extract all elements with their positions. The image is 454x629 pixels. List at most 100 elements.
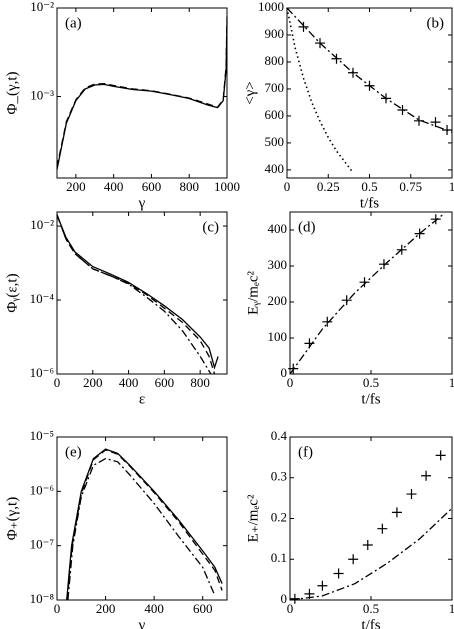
y-tick-label: 10⁻⁸ xyxy=(30,591,55,606)
y-tick-label: 400 xyxy=(268,221,288,236)
x-tick-label: 1 xyxy=(449,179,454,194)
y-axis-label: E₊/mₑc² xyxy=(245,494,261,542)
plus-marker xyxy=(378,259,389,270)
x-tick-label: 0.5 xyxy=(361,179,377,194)
x-tick-label: 400 xyxy=(144,601,164,616)
x-axis-label: ε xyxy=(139,391,145,407)
x-tick-label: 0 xyxy=(284,179,291,194)
x-tick-label: 0 xyxy=(287,601,294,616)
panel-label: (a) xyxy=(65,15,82,31)
plus-marker xyxy=(430,117,441,128)
y-tick-label: 700 xyxy=(265,80,285,95)
x-tick-label: 1 xyxy=(449,601,454,616)
y-tick-label: 0.3 xyxy=(271,469,287,484)
x-tick-label: 0.25 xyxy=(317,179,340,194)
curve xyxy=(289,213,445,375)
y-tick-label: 10⁻³ xyxy=(30,87,54,102)
curve xyxy=(66,449,223,601)
x-tick-label: 400 xyxy=(119,375,139,390)
y-axis-label: Φ_(γ,t) xyxy=(4,71,20,114)
curve xyxy=(286,7,453,133)
curve xyxy=(289,507,453,601)
axes-frame xyxy=(289,211,453,375)
x-tick-label: 200 xyxy=(66,179,86,194)
axes-frame xyxy=(56,7,228,179)
curve xyxy=(56,214,216,375)
curve xyxy=(56,16,228,168)
x-axis-label: t/fs xyxy=(360,195,379,211)
plus-marker xyxy=(359,277,370,288)
y-tick-label: 300 xyxy=(268,257,288,272)
plus-marker xyxy=(322,316,333,327)
x-axis-label: γ xyxy=(138,617,146,629)
plus-marker xyxy=(421,470,432,481)
curve xyxy=(56,214,212,375)
plus-marker xyxy=(317,580,328,591)
y-tick-label: 10⁻⁶ xyxy=(30,365,54,380)
panel-label: (c) xyxy=(202,219,219,235)
panel-label: (f) xyxy=(298,444,313,460)
axes-frame xyxy=(56,211,228,375)
x-tick-label: 800 xyxy=(190,375,210,390)
y-axis-label: Φ₊(γ,t) xyxy=(4,497,20,540)
x-tick-label: 1 xyxy=(449,375,454,390)
x-tick-label: 200 xyxy=(83,375,103,390)
y-tick-label: 0.4 xyxy=(271,428,288,443)
y-tick-label: 10⁻⁶ xyxy=(30,482,54,497)
y-tick-label: 0 xyxy=(281,591,288,606)
plus-marker xyxy=(341,295,352,306)
y-tick-label: 600 xyxy=(265,107,285,122)
y-tick-label: 10⁻⁷ xyxy=(30,537,54,552)
y-tick-label: 1000 xyxy=(258,0,284,14)
curve xyxy=(67,457,216,601)
y-tick-label: 500 xyxy=(265,134,285,149)
axes-frame xyxy=(289,436,453,601)
plus-marker xyxy=(406,489,417,500)
y-tick-label: 400 xyxy=(265,161,285,176)
x-tick-label: 600 xyxy=(155,375,175,390)
curve xyxy=(56,21,228,170)
y-tick-label: 200 xyxy=(268,293,288,308)
plus-marker xyxy=(298,21,309,32)
y-tick-label: 0.2 xyxy=(271,509,287,524)
y-axis-label: <γ> xyxy=(242,81,258,105)
y-tick-label: 0 xyxy=(281,365,288,380)
plus-marker xyxy=(397,105,408,115)
y-tick-label: 10⁻² xyxy=(30,217,54,232)
x-tick-label: 0 xyxy=(54,375,61,390)
x-axis-label: t/fs xyxy=(361,617,380,629)
plus-marker xyxy=(414,228,425,239)
x-tick-label: 600 xyxy=(193,601,213,616)
x-tick-label: 0.75 xyxy=(399,179,422,194)
x-tick-label: 400 xyxy=(104,179,124,194)
plus-marker xyxy=(348,554,359,565)
x-tick-label: 1000 xyxy=(214,179,240,194)
plus-marker xyxy=(377,523,388,534)
y-axis-label: Φᵧ(ε,t) xyxy=(4,273,20,312)
x-tick-label: 0.5 xyxy=(363,601,379,616)
x-tick-label: 800 xyxy=(179,179,199,194)
axes-frame xyxy=(56,436,228,601)
panel-label: (e) xyxy=(65,444,82,460)
x-tick-label: 0 xyxy=(54,601,61,616)
x-axis-label: t/fs xyxy=(361,391,380,407)
x-tick-label: 0 xyxy=(287,375,294,390)
plus-marker xyxy=(362,539,373,550)
x-axis-label: γ xyxy=(138,195,146,211)
y-tick-label: 900 xyxy=(265,26,285,41)
y-tick-label: 0.1 xyxy=(271,550,287,565)
y-tick-label: 10⁻⁵ xyxy=(30,428,54,443)
y-tick-label: 10⁻² xyxy=(30,0,54,14)
panel-label: (d) xyxy=(298,219,316,235)
y-tick-label: 10⁻⁴ xyxy=(30,291,55,306)
x-tick-label: 0.5 xyxy=(363,375,379,390)
plus-marker xyxy=(435,450,446,461)
plus-marker xyxy=(333,568,344,579)
panel-label: (b) xyxy=(427,15,445,31)
y-axis-label: Eᵧ/mₑc² xyxy=(245,271,261,315)
curve xyxy=(56,214,219,370)
x-tick-label: 600 xyxy=(142,179,162,194)
curve xyxy=(66,448,223,601)
plus-marker xyxy=(391,507,402,518)
